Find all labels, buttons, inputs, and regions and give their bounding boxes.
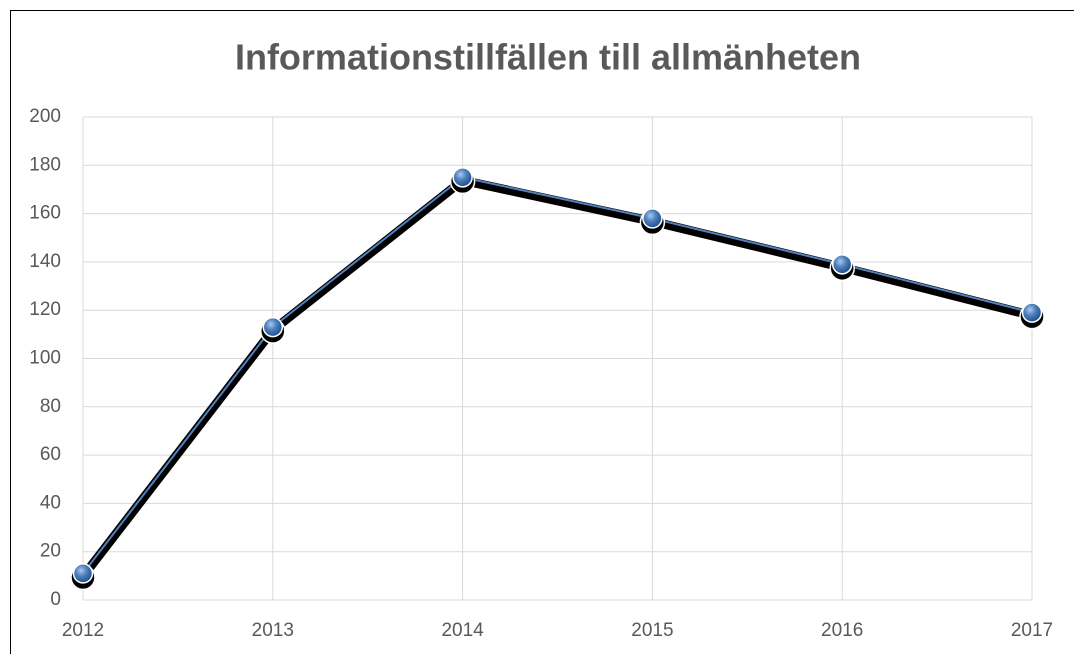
marker	[831, 254, 853, 275]
x-tick-label: 2013	[252, 620, 294, 641]
y-tick-label: 0	[50, 589, 61, 610]
y-tick-label: 40	[40, 492, 61, 513]
y-tick-label: 100	[29, 348, 61, 369]
line	[82, 176, 1033, 575]
x-tick-label: 2017	[1011, 620, 1053, 641]
marker	[642, 208, 663, 229]
chart-border	[10, 10, 1074, 654]
marker	[452, 167, 473, 188]
y-tick-label: 20	[40, 541, 61, 562]
x-tick-label: 2015	[631, 620, 673, 641]
marker	[262, 316, 284, 338]
marker	[72, 563, 94, 584]
marker	[1021, 302, 1043, 323]
y-tick-label: 160	[29, 203, 61, 224]
y-tick-label: 80	[40, 396, 61, 417]
y-tick-label: 180	[29, 154, 61, 175]
y-tick-label: 120	[29, 299, 61, 320]
line-shadow	[79, 175, 1034, 580]
x-tick-label: 2012	[62, 620, 104, 641]
x-tick-label: 2014	[441, 620, 484, 641]
y-tick-label: 200	[29, 106, 61, 127]
x-tick-label: 2016	[821, 620, 863, 641]
y-tick-label: 60	[40, 444, 61, 465]
chart-title: Informationstillfällen till allmänheten	[235, 37, 861, 78]
y-tick-label: 140	[29, 251, 61, 272]
